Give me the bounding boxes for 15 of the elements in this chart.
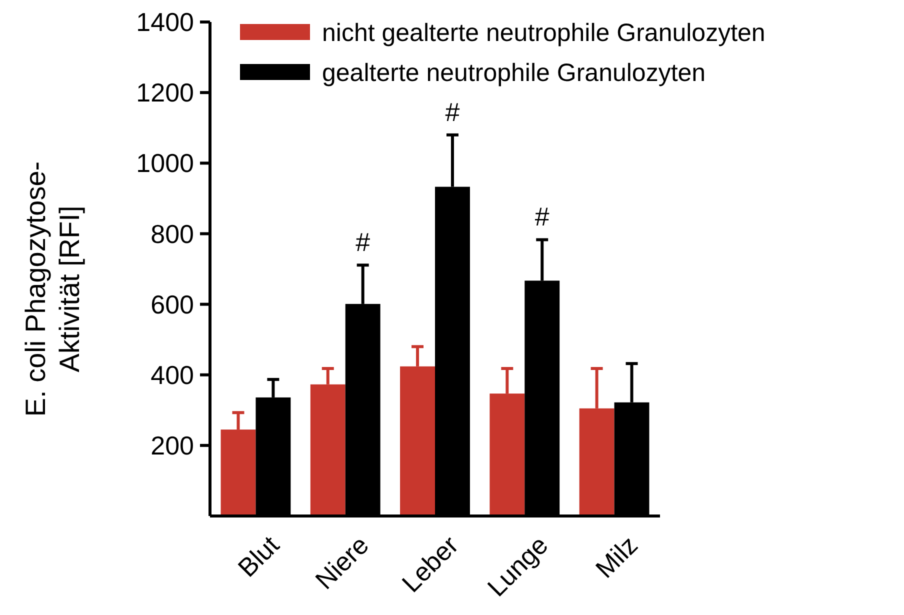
x-tick-label: Blut (232, 529, 286, 583)
legend-label: nicht gealterte neutrophile Granulozyten (322, 18, 766, 47)
y-tick-label: 1200 (136, 78, 194, 108)
annotation: # (445, 96, 460, 127)
y-axis-title: E. coli Phagozytose- Aktivität [RFI] (20, 161, 85, 417)
y-tick-label: 400 (150, 360, 194, 390)
legend-label: gealterte neutrophile Granulozyten (322, 58, 706, 87)
y-tick-label: 200 (150, 430, 194, 461)
y-tick-label: 800 (150, 218, 194, 249)
annotation: # (356, 227, 371, 258)
y-tick-label: 1400 (136, 7, 194, 38)
y-tick-label: 1000 (136, 148, 194, 178)
x-tick-label: Milz (590, 530, 644, 584)
annotation: # (534, 202, 550, 232)
y-tick-label: 600 (150, 289, 194, 320)
